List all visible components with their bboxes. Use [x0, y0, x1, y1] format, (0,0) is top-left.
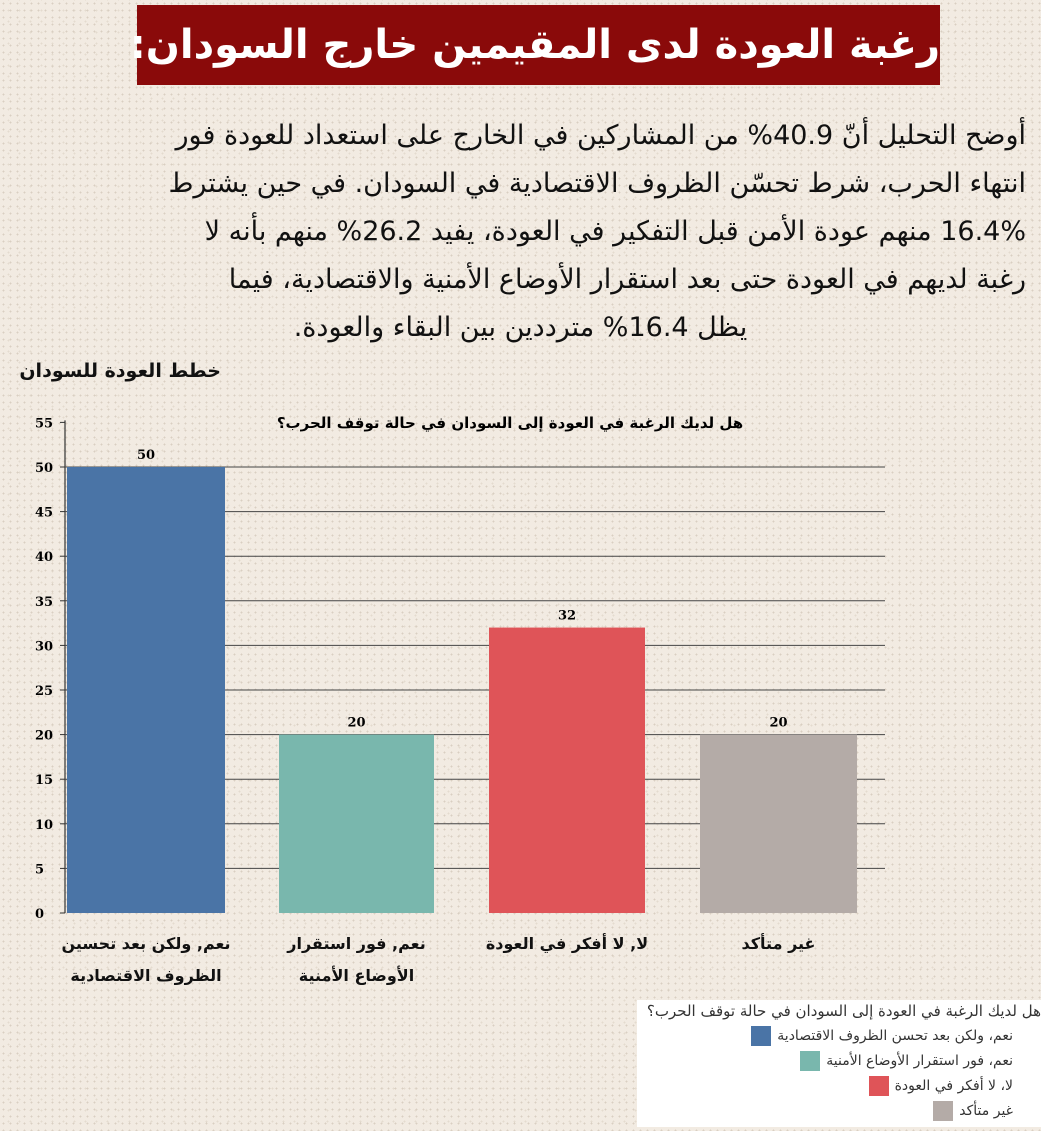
y-tick-label: 55 [35, 416, 53, 431]
chart-legend: هل لديك الرغبة في العودة إلى السودان في … [636, 1000, 1041, 1127]
paragraph-line: 16.4% منهم عودة الأمن قبل التفكير في الع… [204, 216, 1026, 247]
y-tick-label: 25 [35, 684, 53, 699]
legend-item: لا، لا أفكر في العودة [647, 1073, 1041, 1098]
y-tick-label: 35 [35, 595, 53, 610]
bar [489, 627, 645, 913]
summary-paragraph: أوضح التحليل أنّ 40.9% من المشاركين في ا… [15, 112, 1026, 352]
legend-swatch [751, 1025, 772, 1046]
legend-label: نعم، ولكن بعد تحسن الظروف الاقتصادية [777, 1027, 1013, 1044]
y-tick-label: 20 [35, 729, 53, 744]
chart-title: هل لديك الرغبة في العودة إلى السودان في … [277, 414, 743, 432]
paragraph-line: انتهاء الحرب، شرط تحسّن الظروف الاقتصادي… [168, 168, 1026, 199]
y-tick-label: 10 [35, 818, 53, 833]
legend-title: هل لديك الرغبة في العودة إلى السودان في … [646, 1002, 1041, 1020]
legend-item: نعم، ولكن بعد تحسن الظروف الاقتصادية [647, 1023, 1041, 1048]
y-tick-label: 40 [35, 550, 53, 565]
legend-swatch [933, 1100, 954, 1121]
x-tick-label: لا, لا أفكر في العودة [485, 934, 649, 953]
legend-label: لا، لا أفكر في العودة [894, 1077, 1013, 1094]
legend-label: نعم، فور استقرار الأوضاع الأمنية [826, 1052, 1013, 1069]
page-title: رغبة العودة لدى المقيمين خارج السودان: [130, 5, 940, 85]
data-label: 32 [558, 609, 576, 624]
legend-swatch [800, 1050, 821, 1071]
legend-label: غير متأكد [959, 1102, 1013, 1119]
bar [700, 734, 857, 913]
data-label: 50 [137, 448, 155, 463]
x-tick-label: نعم, ولكن بعد تحسين الظروف الاقتصادية [61, 934, 231, 985]
y-tick-label: 45 [35, 506, 53, 521]
y-tick-label: 50 [35, 461, 53, 476]
y-tick-label: 5 [35, 862, 44, 877]
x-tick-label: غير متأكد [741, 934, 816, 953]
bar [279, 734, 434, 913]
y-tick-label: 30 [35, 639, 53, 654]
paragraph-line: يظل 16.4% مترددين بين البقاء والعودة. [293, 312, 748, 343]
data-label: 20 [347, 716, 365, 731]
legend-item: نعم، فور استقرار الأوضاع الأمنية [647, 1048, 1041, 1073]
bar [67, 467, 225, 913]
paragraph-line: رغبة لديهم في العودة حتى بعد استقرار الأ… [228, 264, 1026, 295]
x-tick-label: نعم, فور استقرار الأوضاع الأمنية [287, 934, 426, 985]
data-label: 20 [769, 716, 787, 731]
y-tick-label: 0 [35, 907, 44, 922]
y-tick-label: 15 [35, 773, 53, 788]
legend-item: غير متأكد [647, 1098, 1041, 1123]
section-title: خطط العودة للسودان [19, 360, 221, 382]
legend-swatch [868, 1075, 889, 1096]
paragraph-line: أوضح التحليل أنّ 40.9% من المشاركين في ا… [175, 120, 1026, 151]
